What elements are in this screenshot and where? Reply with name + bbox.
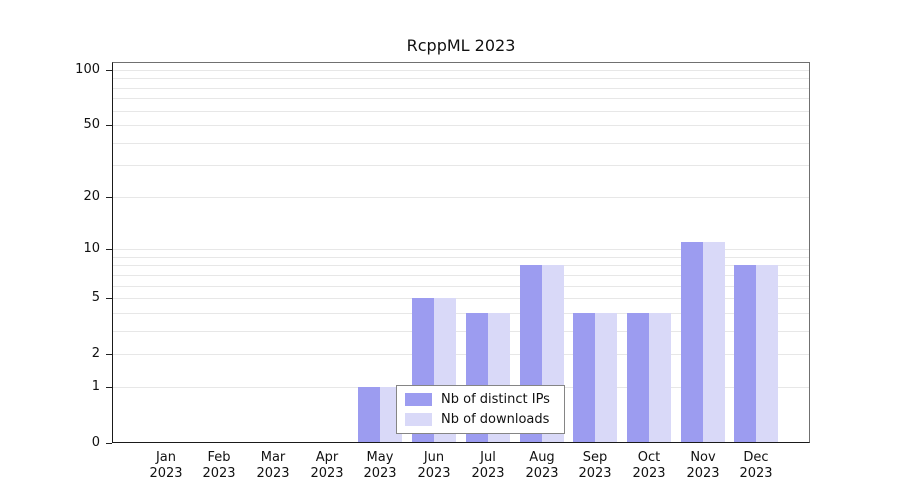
x-tick-year: 2023	[363, 466, 397, 481]
x-tick-label: Apr 2023	[295, 450, 359, 482]
x-tick-month: Dec	[743, 450, 769, 465]
y-tick-label: 1	[91, 379, 100, 394]
gridline	[112, 313, 810, 314]
x-tick-year: 2023	[417, 466, 451, 481]
x-tick-month: May	[366, 450, 394, 465]
y-tick-label: 2	[91, 346, 100, 361]
x-tick-label: May 2023	[348, 450, 412, 482]
legend-swatch	[405, 413, 432, 426]
x-tick-label: Jun 2023	[402, 450, 466, 482]
gridline	[112, 275, 810, 276]
legend-label: Nb of downloads	[441, 412, 550, 427]
x-tick-label: Jan 2023	[134, 450, 198, 482]
gridline	[112, 70, 810, 71]
y-tick-label: 100	[75, 62, 100, 77]
x-tick-month: Mar	[260, 450, 286, 465]
x-tick-month: Jan	[155, 450, 177, 465]
legend: Nb of distinct IPs Nb of downloads	[396, 385, 565, 434]
x-tick-month: Oct	[637, 450, 661, 465]
bar-nb-of-distinct-ips	[734, 265, 756, 443]
gridline	[112, 298, 810, 299]
x-tick-label: Nov 2023	[671, 450, 735, 482]
x-tick-year: 2023	[739, 466, 773, 481]
gridline	[112, 88, 810, 89]
x-tick-year: 2023	[632, 466, 666, 481]
gridline	[112, 165, 810, 166]
x-tick-month: Feb	[207, 450, 231, 465]
legend-item: Nb of distinct IPs	[405, 392, 550, 407]
y-axis-tick	[106, 125, 112, 126]
y-axis-tick	[106, 298, 112, 299]
x-tick-month: Jul	[480, 450, 496, 465]
x-tick-year: 2023	[149, 466, 183, 481]
x-tick-month: Sep	[582, 450, 608, 465]
x-tick-year: 2023	[310, 466, 344, 481]
bar-nb-of-downloads	[756, 265, 778, 443]
x-tick-year: 2023	[525, 466, 559, 481]
gridline	[112, 111, 810, 112]
gridline	[112, 143, 810, 144]
gridline	[112, 98, 810, 99]
y-tick-label: 5	[91, 290, 100, 305]
x-tick-year: 2023	[686, 466, 720, 481]
x-tick-month: Apr	[315, 450, 339, 465]
bar-nb-of-distinct-ips	[358, 387, 380, 443]
gridline	[112, 265, 810, 266]
legend-item: Nb of downloads	[405, 412, 550, 427]
chart-title: RcppML 2023	[406, 36, 516, 55]
gridline	[112, 197, 810, 198]
x-tick-year: 2023	[256, 466, 290, 481]
bar-nb-of-downloads	[595, 313, 617, 443]
x-tick-label: Aug 2023	[510, 450, 574, 482]
y-tick-label: 10	[83, 241, 100, 256]
x-tick-year: 2023	[202, 466, 236, 481]
bar-nb-of-distinct-ips	[681, 242, 703, 443]
y-tick-label: 50	[83, 117, 100, 132]
bar-nb-of-downloads	[703, 242, 725, 443]
x-tick-label: Dec 2023	[724, 450, 788, 482]
x-tick-year: 2023	[471, 466, 505, 481]
legend-swatch	[405, 393, 432, 406]
bar-nb-of-distinct-ips	[573, 313, 595, 443]
gridline	[112, 125, 810, 126]
x-tick-label: Mar 2023	[241, 450, 305, 482]
gridline	[112, 331, 810, 332]
y-axis-tick	[106, 197, 112, 198]
x-tick-label: Sep 2023	[563, 450, 627, 482]
gridline	[112, 249, 810, 250]
gridline	[112, 286, 810, 287]
x-tick-year: 2023	[578, 466, 612, 481]
gridline	[112, 354, 810, 355]
y-tick-label: 0	[91, 435, 100, 450]
x-tick-label: Feb 2023	[187, 450, 251, 482]
x-tick-label: Oct 2023	[617, 450, 681, 482]
y-axis-tick	[106, 249, 112, 250]
x-tick-month: Jun	[423, 450, 445, 465]
legend-label: Nb of distinct IPs	[441, 392, 550, 407]
y-axis-tick	[106, 387, 112, 388]
gridline	[112, 257, 810, 258]
x-tick-month: Nov	[690, 450, 716, 465]
y-tick-label: 20	[83, 189, 100, 204]
bar-nb-of-distinct-ips	[627, 313, 649, 443]
y-axis-tick	[106, 70, 112, 71]
x-tick-month: Aug	[529, 450, 555, 465]
y-axis-tick	[106, 354, 112, 355]
gridline	[112, 78, 810, 79]
bar-nb-of-downloads	[649, 313, 671, 443]
x-tick-label: Jul 2023	[456, 450, 520, 482]
y-axis-tick	[106, 443, 112, 444]
